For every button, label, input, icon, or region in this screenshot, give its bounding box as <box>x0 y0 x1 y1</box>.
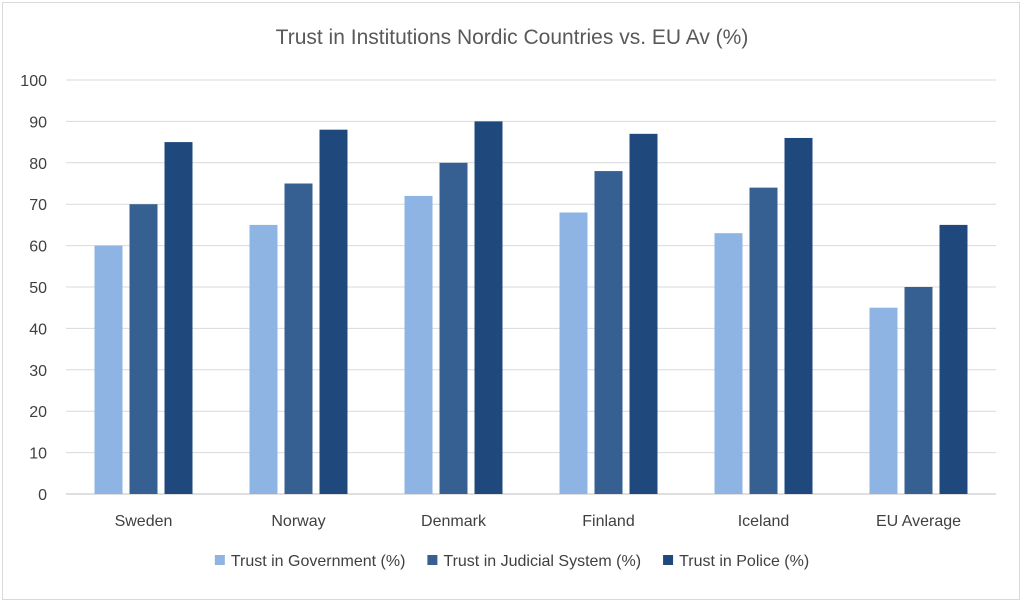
legend-label: Trust in Police (%) <box>679 553 809 570</box>
bar <box>129 204 158 494</box>
y-tick-label: 50 <box>29 280 47 297</box>
y-axis-ticks: 0 10 20 30 40 50 60 70 80 90 100 <box>20 73 47 504</box>
bar <box>474 121 503 495</box>
y-tick-label: 40 <box>29 321 47 338</box>
y-tick-label: 70 <box>29 197 47 214</box>
y-tick-label: 10 <box>29 446 47 463</box>
bar <box>939 224 968 494</box>
chart-title: Trust in Institutions Nordic Countries v… <box>276 26 749 49</box>
y-tick-label: 20 <box>29 404 47 421</box>
x-category-label: Denmark <box>421 513 487 530</box>
legend-item: Trust in Police (%) <box>663 553 809 570</box>
bar <box>439 162 468 495</box>
x-category-label: EU Average <box>876 513 961 530</box>
x-axis-categories: Sweden Norway Denmark Finland Iceland EU Aver… <box>115 513 962 530</box>
legend-swatch <box>663 555 674 565</box>
bars <box>94 121 968 495</box>
legend-label: Trust in Judicial System (%) <box>443 553 641 570</box>
legend-swatch <box>427 555 438 565</box>
legend-label: Trust in Government (%) <box>231 553 406 570</box>
bar <box>404 195 433 495</box>
y-tick-label: 90 <box>29 114 47 131</box>
legend-item: Trust in Government (%) <box>214 553 406 570</box>
bar <box>94 245 123 494</box>
y-tick-label: 0 <box>38 487 47 504</box>
bar <box>249 224 278 494</box>
bar <box>714 233 743 494</box>
bar <box>784 137 813 494</box>
bar <box>594 171 623 494</box>
x-category-label: Iceland <box>738 513 790 530</box>
y-tick-label: 60 <box>29 239 47 256</box>
y-tick-label: 80 <box>29 156 47 173</box>
x-category-label: Finland <box>582 513 634 530</box>
x-category-label: Norway <box>271 513 325 530</box>
bar <box>904 287 933 494</box>
y-tick-label: 30 <box>29 363 47 380</box>
bar <box>629 133 658 494</box>
bar <box>284 183 313 494</box>
gridlines <box>66 79 996 495</box>
x-category-label: Sweden <box>115 513 173 530</box>
legend: Trust in Government (%) Trust in Judicial… <box>214 553 809 570</box>
legend-item: Trust in Judicial System (%) <box>427 553 641 570</box>
y-tick-label: 100 <box>20 73 47 90</box>
bar <box>869 307 898 494</box>
legend-swatch <box>214 555 225 565</box>
bar <box>749 187 778 494</box>
bar <box>319 129 348 494</box>
bar <box>164 142 193 494</box>
bar <box>559 212 588 495</box>
